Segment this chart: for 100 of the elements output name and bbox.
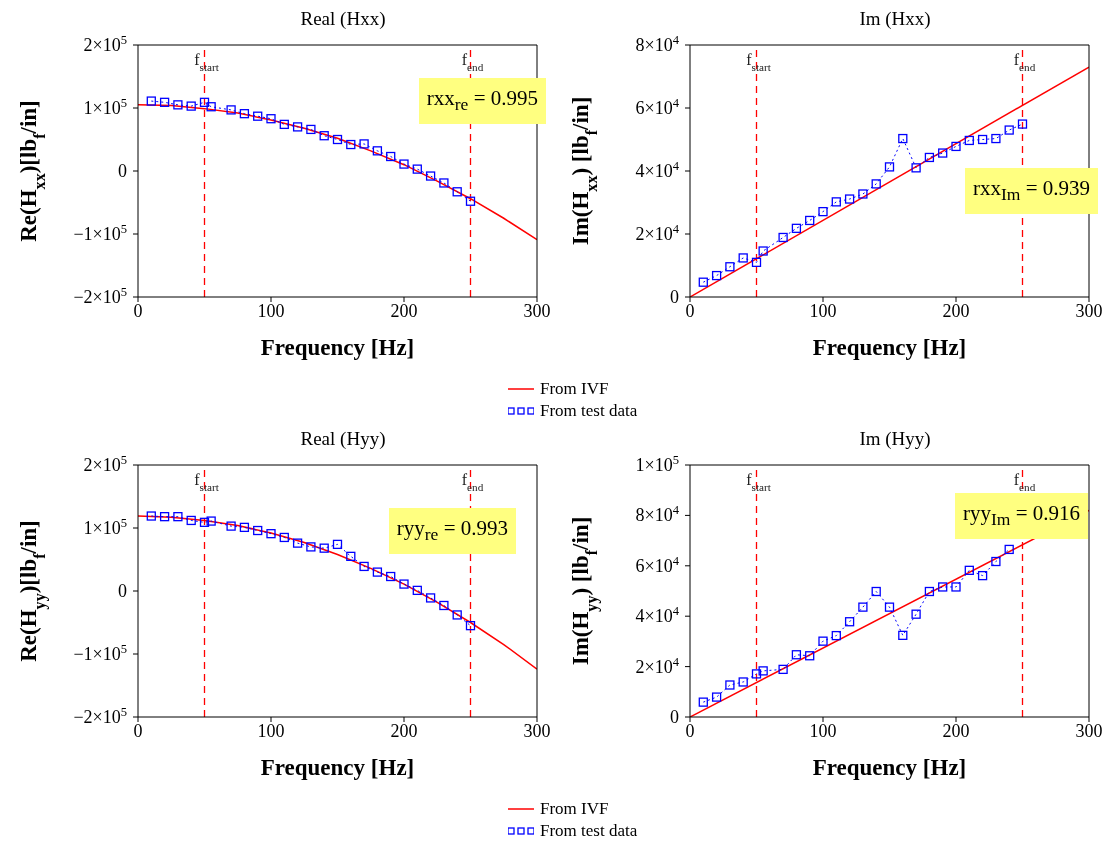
point: [439, 600, 449, 611]
point: [266, 114, 276, 124]
point: [346, 139, 356, 150]
y-tick-label: −2×10$^{5}$: [73, 705, 127, 727]
ref-line-label: f$_{end}$: [461, 51, 484, 73]
point: [173, 512, 183, 522]
point: [1004, 125, 1014, 135]
x-axis-title: Frequency [Hz]: [812, 755, 967, 780]
x-tick-label: 100: [809, 720, 837, 741]
y-tick-label: 2×10$^{4}$: [635, 654, 680, 677]
point: [146, 96, 156, 106]
point: [858, 602, 868, 612]
point: [186, 515, 196, 526]
point: [991, 556, 1001, 567]
point: [199, 97, 210, 107]
point: [898, 630, 908, 640]
x-tick-label: 100: [809, 300, 837, 321]
point: [951, 141, 961, 152]
x-axis-title: Frequency [Hz]: [260, 335, 415, 360]
chart-title: Real (Hxx): [299, 8, 387, 31]
point: [465, 196, 476, 206]
legend-label: From test data: [540, 400, 638, 422]
point: [711, 270, 722, 281]
x-tick-label: 0: [685, 300, 695, 321]
point: [399, 159, 409, 169]
annotation: ryy$_{Im}$ = 0.916: [954, 493, 1088, 540]
y-tick-label: 0: [118, 581, 127, 601]
y-tick-label: 8×10$^{4}$: [635, 33, 680, 55]
ref-line-label: f$_{end}$: [1013, 471, 1036, 493]
point: [292, 538, 303, 548]
point: [465, 621, 476, 631]
point: [751, 669, 762, 679]
point: [938, 148, 948, 158]
point: [977, 570, 988, 581]
point: [758, 246, 768, 256]
y-tick-label: 4×10$^{4}$: [635, 604, 680, 627]
point: [346, 551, 356, 561]
point: [884, 602, 895, 612]
x-tick-label: 0: [133, 300, 143, 321]
legend-label: From IVF: [540, 378, 609, 400]
y-tick-label: 1×10$^{5}$: [635, 453, 679, 475]
y-tick-label: 4×10$^{4}$: [635, 159, 680, 181]
point: [844, 617, 855, 627]
point: [452, 610, 462, 620]
point: [319, 131, 329, 141]
point: [911, 163, 921, 173]
point: [738, 253, 748, 263]
x-tick-label: 200: [942, 720, 970, 741]
point: [898, 133, 908, 144]
x-tick-label: 0: [685, 720, 695, 741]
point: [791, 223, 802, 233]
x-tick-label: 300: [523, 300, 551, 321]
point: [173, 100, 183, 110]
x-axis-title: Frequency [Hz]: [260, 755, 415, 780]
point: [399, 579, 409, 589]
y-tick-label: 0: [118, 161, 127, 181]
ref-line-label: f$_{start}$: [194, 51, 220, 73]
point: [991, 133, 1001, 144]
y-tick-label: 1×10$^{5}$: [83, 516, 127, 538]
point: [725, 680, 735, 690]
point: [698, 277, 708, 287]
x-tick-label: 300: [1075, 300, 1103, 321]
point: [924, 586, 935, 597]
point: [698, 697, 708, 707]
y-tick-label: 6×10$^{4}$: [635, 96, 680, 118]
chart-title: Im (Hyy): [858, 428, 932, 451]
point: [452, 187, 462, 197]
point: [146, 511, 156, 521]
y-tick-label: −2×10$^{5}$: [73, 285, 127, 307]
point: [386, 151, 396, 162]
point: [199, 517, 210, 527]
x-tick-label: 300: [523, 720, 551, 741]
point: [425, 171, 436, 181]
point: [1017, 119, 1028, 129]
ref-line-label: f$_{start}$: [194, 471, 220, 493]
y-tick-label: 6×10$^{4}$: [635, 553, 680, 576]
point: [372, 146, 383, 156]
x-tick-label: 200: [390, 300, 418, 321]
point: [239, 522, 250, 533]
point: [372, 567, 383, 577]
point: [226, 521, 236, 531]
point: [871, 586, 881, 597]
y-tick-label: 0: [670, 707, 679, 727]
legend-label: From test data: [540, 820, 638, 842]
point: [711, 692, 722, 702]
point: [871, 179, 881, 189]
y-tick-label: 2×10$^{5}$: [83, 33, 127, 55]
y-tick-label: 2×10$^{5}$: [83, 453, 127, 475]
point: [206, 102, 216, 112]
point: [924, 152, 935, 163]
point: [818, 636, 828, 646]
ref-line-label: f$_{end}$: [1013, 51, 1036, 73]
y-tick-label: 8×10$^{4}$: [635, 503, 680, 526]
point: [805, 651, 815, 661]
y-tick-label: −1×10$^{5}$: [73, 642, 127, 664]
y-tick-label: 0: [670, 287, 679, 307]
point: [226, 105, 236, 115]
chart-title: Real (Hyy): [299, 428, 387, 451]
annotation: rxx$_{Im}$ = 0.939: [964, 168, 1098, 215]
point: [412, 164, 422, 174]
